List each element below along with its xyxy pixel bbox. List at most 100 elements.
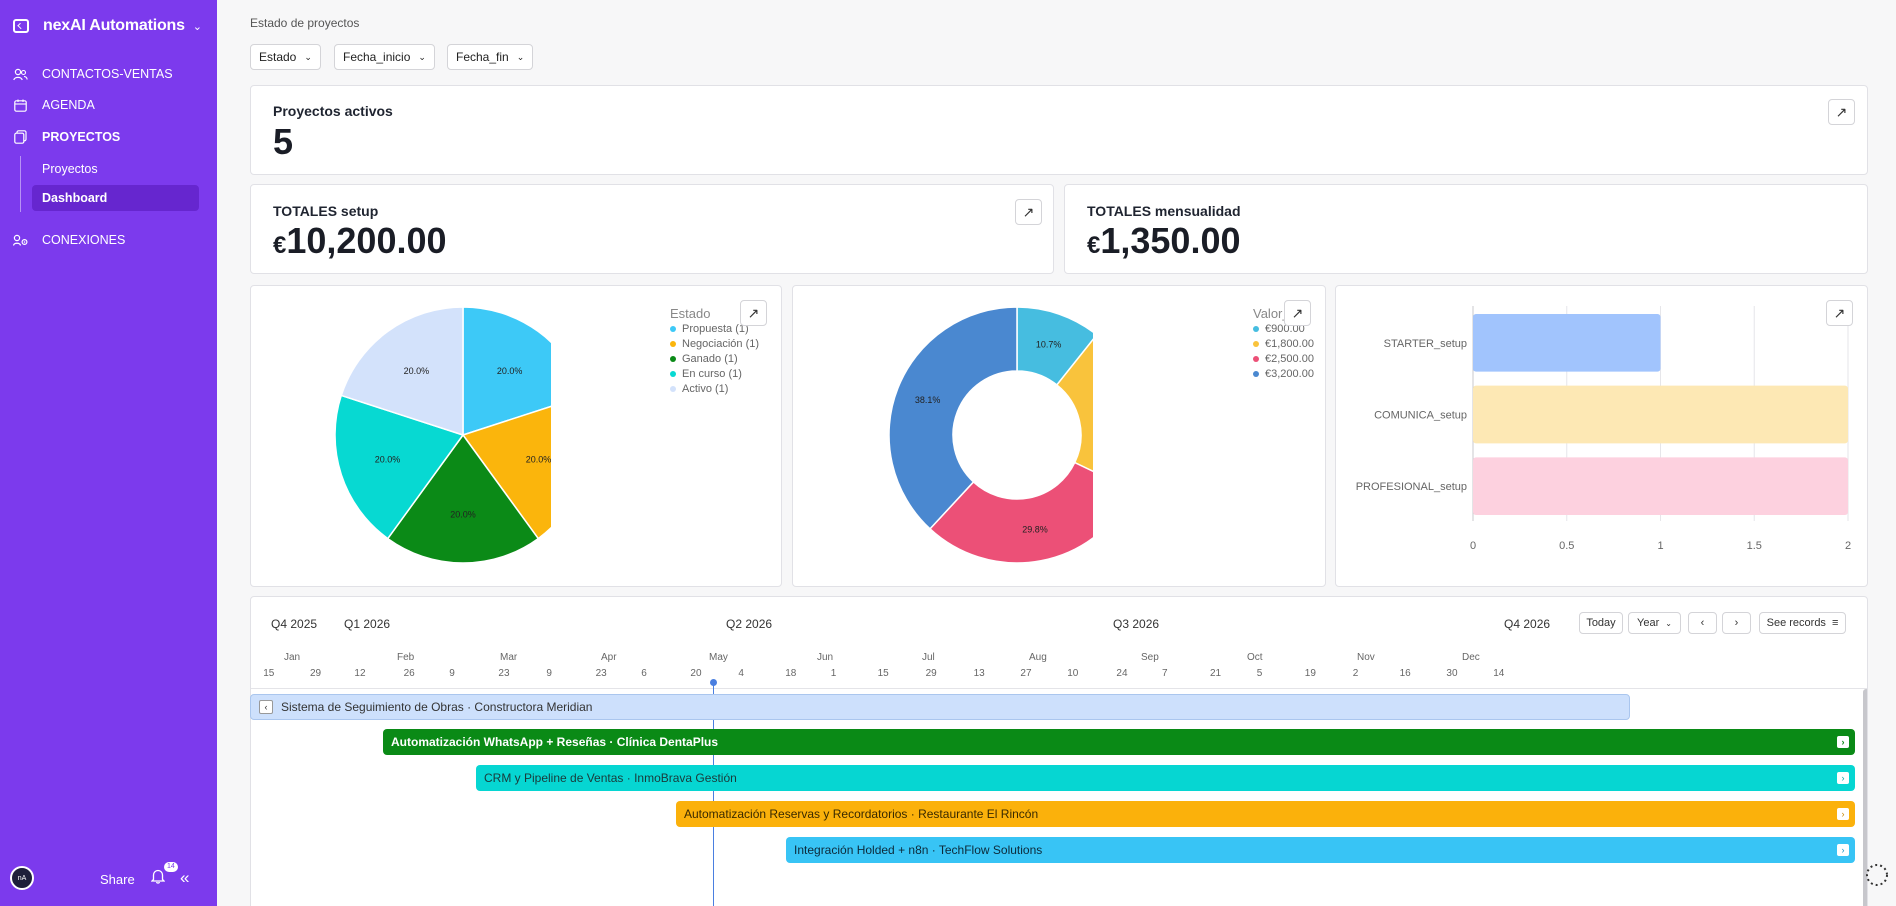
card-value: €10,200.00 (273, 220, 447, 262)
legend-label: €1,800.00 (1265, 338, 1314, 350)
folder-icon (13, 130, 28, 145)
expand-icon[interactable]: ↗ (1828, 99, 1855, 125)
legend-label: €3,200.00 (1265, 368, 1314, 380)
today-button[interactable]: Today (1579, 612, 1623, 634)
notifications-bell-icon[interactable] (150, 868, 167, 886)
subnav-item-proyectos[interactable]: Proyectos (42, 162, 98, 176)
bar[interactable] (1473, 314, 1661, 372)
avatar[interactable]: nA (10, 866, 34, 890)
next-button[interactable]: › (1722, 612, 1751, 634)
gantt-bar-project-2[interactable]: Automatización WhatsApp + Reseñas · Clín… (383, 729, 1855, 755)
month-label: Dec (1462, 652, 1480, 663)
legend-label: En curso (1) (682, 368, 742, 380)
pie-slice[interactable] (340, 306, 464, 437)
legend-item[interactable]: Activo (1) (670, 383, 728, 395)
nav-item-conexiones[interactable]: CONEXIONES (13, 230, 125, 250)
scroll-to-end-icon[interactable]: › (1837, 808, 1849, 820)
gantt-bar-project-5[interactable]: Integración Holded + n8n · TechFlow Solu… (786, 837, 1855, 863)
slice-data-label: 20.0% (450, 509, 476, 519)
pie-slice[interactable] (888, 306, 1018, 530)
filter-fecha-inicio[interactable]: Fecha_inicio ⌄ (334, 44, 435, 70)
bar[interactable] (1473, 385, 1848, 444)
quarter-label: Q4 2026 (1504, 617, 1551, 631)
legend-swatch (1253, 356, 1259, 362)
sidebar: nexAI Automations ⌄ CONTACTOS-VENTAS AGE… (0, 0, 217, 906)
y-category-label: STARTER_setup (1384, 338, 1467, 350)
scroll-to-start-icon[interactable]: ‹ (259, 700, 273, 714)
workspace-switcher[interactable]: nexAI Automations ⌄ (13, 17, 202, 35)
menu-icon: ≡ (1831, 617, 1839, 629)
legend-item[interactable]: Ganado (1) (670, 353, 738, 365)
filter-fecha-fin[interactable]: Fecha_fin ⌄ (447, 44, 534, 70)
see-records-button[interactable]: See records ≡ (1759, 612, 1846, 634)
card-title: Proyectos activos (273, 103, 393, 119)
day-label: 16 (1399, 668, 1411, 679)
quarter-label: Q1 2026 (344, 617, 391, 631)
filter-estado[interactable]: Estado ⌄ (250, 44, 321, 70)
y-category-label: COMUNICA_setup (1374, 410, 1467, 422)
pie-slice[interactable] (386, 433, 540, 564)
legend-item[interactable]: Negociación (1) (670, 338, 759, 350)
chevron-down-icon: ⌄ (304, 51, 312, 62)
day-label: 9 (449, 668, 455, 679)
timeline-scrollbar[interactable] (1863, 689, 1867, 906)
nav-item-contactos-ventas[interactable]: CONTACTOS-VENTAS (13, 64, 173, 84)
pie-slice[interactable] (1055, 335, 1093, 490)
legend-item[interactable]: €900.00 (1253, 323, 1305, 335)
prev-button[interactable]: ‹ (1688, 612, 1717, 634)
legend-item[interactable]: €1,800.00 (1253, 338, 1314, 350)
gantt-bar-project-1[interactable]: ‹ Sistema de Seguimiento de Obras · Cons… (250, 694, 1630, 720)
card-value: €1,350.00 (1087, 220, 1241, 262)
legend-item[interactable]: €3,200.00 (1253, 368, 1314, 380)
x-tick-label: 0 (1470, 540, 1476, 552)
day-label: 14 (1493, 668, 1505, 679)
day-label: 27 (1020, 668, 1032, 679)
chart-card-bar-setup: 0 0.5 1 1.5 2 STARTER_setup COMUNICA_setup PROF… (1335, 285, 1868, 587)
card-totales-setup: TOTALES setup €10,200.00 ↗ (250, 184, 1054, 274)
scroll-to-end-icon[interactable]: › (1837, 772, 1849, 784)
day-label: 2 (1352, 668, 1359, 679)
pie-slice[interactable] (928, 461, 1093, 564)
day-label: 9 (546, 668, 552, 679)
pie-slice[interactable] (1016, 306, 1093, 386)
nav-item-agenda[interactable]: AGENDA (13, 95, 95, 115)
gantt-bar-project-3[interactable]: CRM y Pipeline de Ventas · InmoBrava Ges… (476, 765, 1855, 791)
nav-label: PROYECTOS (42, 130, 121, 144)
expand-icon[interactable]: ↗ (1284, 300, 1311, 326)
day-label: 19 (1304, 668, 1316, 679)
expand-icon[interactable]: ↗ (1015, 199, 1042, 225)
legend-item[interactable]: Propuesta (1) (670, 323, 749, 335)
scale-select[interactable]: Year ⌄ (1628, 612, 1681, 634)
donut-chart-valor-setup: 10.7%21.4%29.8%38.1% (888, 306, 1093, 564)
day-label: 29 (310, 668, 322, 679)
expand-icon[interactable]: ↗ (740, 300, 767, 326)
day-label: 5 (1256, 668, 1263, 679)
subnav-item-dashboard[interactable]: Dashboard (32, 185, 199, 211)
chevron-down-icon: ⌄ (192, 20, 203, 33)
pie-chart-estado: 20.0% 20.0% 20.0% 20.0% 20.0% (334, 306, 551, 564)
month-label: Aug (1029, 652, 1047, 663)
pie-slice[interactable] (462, 306, 551, 437)
collapse-sidebar-icon[interactable]: « (180, 868, 190, 887)
project-title: Integración Holded + n8n · TechFlow Solu… (794, 843, 1043, 857)
day-label: 18 (785, 668, 797, 679)
pie-slice[interactable] (334, 394, 465, 540)
scroll-to-end-icon[interactable]: › (1837, 844, 1849, 856)
nav-label: CONEXIONES (42, 233, 126, 247)
legend-item[interactable]: En curso (1) (670, 368, 742, 380)
month-label: Feb (397, 652, 415, 663)
day-label: 29 (925, 668, 937, 679)
month-label: Jan (284, 652, 301, 663)
month-label: Apr (601, 652, 617, 663)
connections-icon (13, 233, 28, 248)
share-button[interactable]: Share (100, 872, 135, 887)
day-label: 15 (877, 668, 889, 679)
expand-icon[interactable]: ↗ (1826, 300, 1853, 326)
pie-slice[interactable] (461, 395, 551, 540)
legend-item[interactable]: €2,500.00 (1253, 353, 1314, 365)
nav-item-proyectos[interactable]: PROYECTOS (13, 127, 120, 147)
project-title: Automatización Reservas y Recordatorios … (684, 807, 1039, 821)
gantt-bar-project-4[interactable]: Automatización Reservas y Recordatorios … (676, 801, 1855, 827)
scroll-to-end-icon[interactable]: › (1837, 736, 1849, 748)
bar[interactable] (1473, 457, 1848, 515)
